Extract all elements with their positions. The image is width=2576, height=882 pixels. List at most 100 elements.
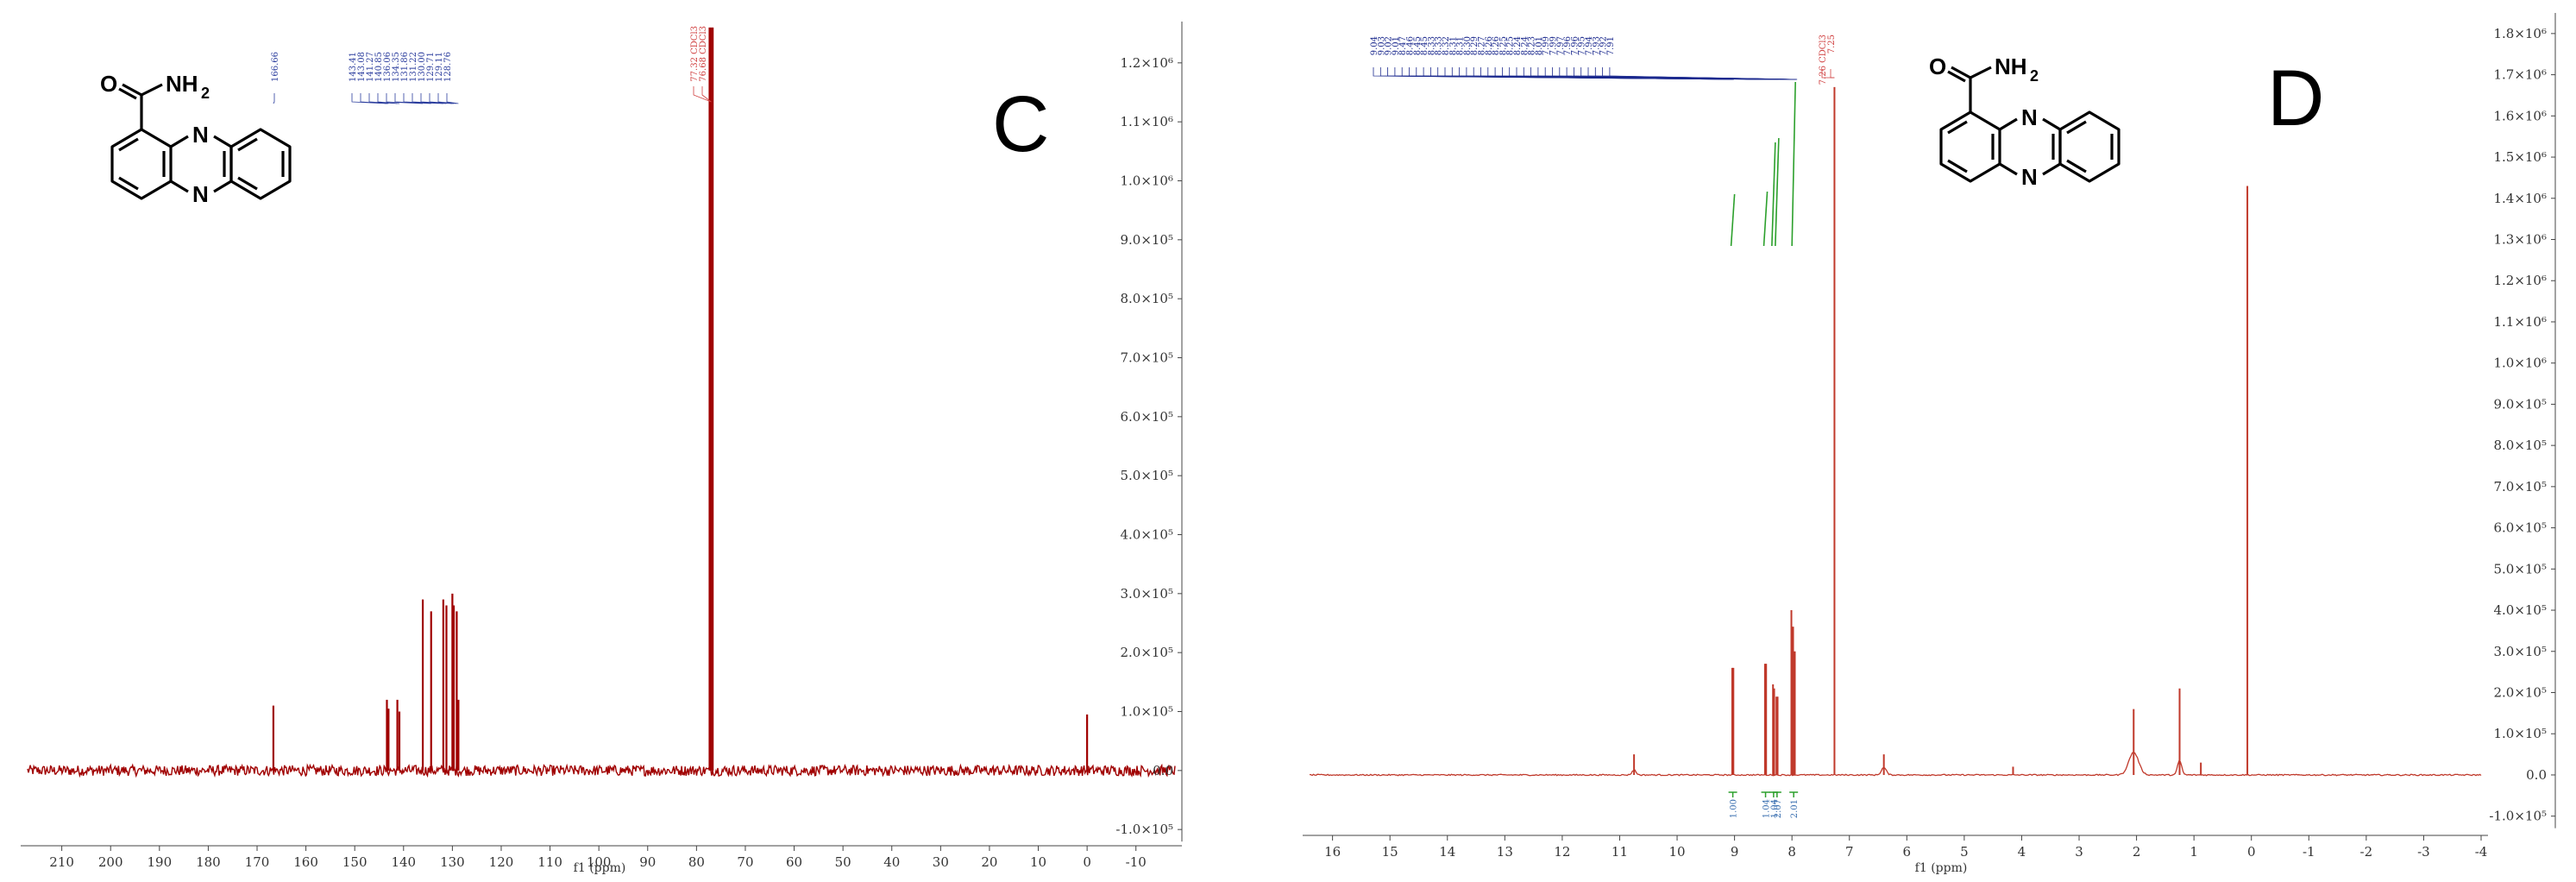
atom-nh-sub: 2 (2030, 67, 2039, 85)
integral-bracket (1772, 791, 1781, 797)
x-tick-label: 190 (147, 854, 172, 870)
peak-label-connector (412, 93, 447, 104)
spectrum-baseline-trace (1309, 752, 2482, 777)
peak-label: 8.30 (1463, 36, 1473, 55)
x-tick-label: 150 (342, 854, 368, 870)
peak-label: 8.31 (1448, 36, 1458, 55)
x-tick-label: 9 (1731, 844, 1739, 860)
x-tick-label: 140 (391, 854, 416, 870)
y-tick-label: 1.2×10⁶ (1120, 55, 1173, 71)
integral-curve (1730, 193, 1736, 247)
x-tick-label: 80 (688, 854, 705, 870)
x-tick-label: 1 (2190, 844, 2198, 860)
peak-label: 8.45 (1420, 36, 1429, 55)
peak-label: 7.93 (1592, 36, 1601, 55)
integral-curve (1775, 137, 1780, 247)
x-tick-label: 90 (639, 854, 656, 870)
peak-label: 8.29 (1470, 36, 1480, 55)
y-tick-label: 1.3×10⁶ (2493, 232, 2547, 248)
peak-label: 128.76 (443, 52, 453, 82)
peak-label: 7.95 (1578, 36, 1587, 55)
peak-label: 7.25 (1827, 35, 1837, 54)
x-tick-label: 60 (786, 854, 802, 870)
y-tick-label: 9.0×10⁵ (2493, 396, 2547, 412)
x-tick-label: 10 (1030, 854, 1046, 870)
x-tick-label: -4 (2475, 844, 2488, 860)
atom-o: O (100, 71, 117, 97)
x-tick-label: 110 (537, 854, 562, 870)
x-tick-label: 210 (49, 854, 74, 870)
peak-label: 7.96 (1563, 36, 1573, 55)
peak-label: 77.32 CDCl3 (690, 26, 700, 82)
peak-label: 140.85 (374, 52, 384, 82)
h1-spectrum-trace (1309, 752, 2482, 777)
h1-y-axis: -1.0×10⁵ 0.0 1.0×10⁵ 2.0×10⁵ 3.0×10⁵ 4.0×10⁵ 5… (2489, 13, 2556, 828)
h1-peak-labels: 9.049.039.029.018.478.468.458.458.338.33… (1370, 35, 1837, 85)
peak-label: 8.25 (1498, 36, 1508, 55)
peak-label: 7.94 (1585, 36, 1594, 55)
integral-value: 1.00 (1730, 799, 1739, 818)
peak-label-connector (693, 86, 712, 103)
peak-label: 76.68 CDCl3 (699, 26, 708, 82)
h1-integrals: 1.00 1.041.042.07 2.01 (1728, 81, 1800, 818)
peak-label: 7.26 CDCl3 (1819, 35, 1828, 85)
x-tick-label: 12 (1554, 844, 1570, 860)
peak-label: 9.02 (1385, 36, 1394, 55)
x-tick-label: 200 (98, 854, 123, 870)
x-tick-label: -1 (2303, 844, 2315, 860)
x-tick-label: 5 (1960, 844, 1969, 860)
c13-x-axis-label: f1 (ppm) (574, 861, 626, 875)
x-tick-label: 3 (2075, 844, 2083, 860)
x-tick-label: 20 (981, 854, 997, 870)
integral-bracket (1728, 791, 1737, 797)
y-tick-label: 1.0×10⁵ (1120, 704, 1173, 720)
x-tick-label: 8 (1787, 844, 1796, 860)
x-tick-label: -3 (2417, 844, 2430, 860)
y-tick-label: 8.0×10⁵ (2493, 438, 2547, 453)
panel-label-d: D (2267, 54, 2324, 142)
y-tick-label: 1.0×10⁶ (1120, 173, 1173, 189)
c13-y-axis: -1.0×10⁵ 0.0 1.0×10⁵ 2.0×10⁵ 3.0×10⁵ 4.0×10⁵ 5… (1115, 22, 1183, 842)
atom-nh: NH (1995, 54, 2027, 79)
peak-label-connector (429, 93, 455, 104)
y-tick-label: 1.4×10⁶ (2493, 191, 2547, 206)
peak-label: 7.91 (1606, 36, 1616, 55)
peak-label-connector (377, 93, 400, 104)
molecule-structure-d: O NH 2 N N (1929, 54, 2120, 190)
c13-peak-labels: 166.66 143.41 143.08 141.27 140.85 136.06 134.… (271, 26, 712, 104)
x-tick-label: 160 (293, 854, 318, 870)
peak-label: 134.35 (392, 52, 401, 82)
x-tick-label: 16 (1324, 844, 1341, 860)
atom-n-top: N (192, 122, 209, 148)
y-tick-label: 1.2×10⁶ (2493, 273, 2547, 288)
x-tick-label: 11 (1612, 844, 1628, 860)
x-tick-label: 0 (2247, 844, 2256, 860)
peak-label: 129.11 (435, 52, 444, 82)
y-tick-label: 6.0×10⁵ (2493, 520, 2547, 536)
peak-label: 7.97 (1556, 36, 1566, 55)
peak-label-connector (446, 93, 459, 104)
peak-label: 8.26 (1485, 36, 1494, 55)
y-tick-label: 7.0×10⁵ (2493, 479, 2547, 495)
peak-label: 8.24 (1513, 36, 1523, 55)
peak-label-connector (386, 93, 424, 104)
h1-x-axis-label: f1 (ppm) (1915, 861, 1968, 875)
peak-label: 131.86 (400, 52, 410, 82)
h1-x-axis: 16 15 14 13 12 11 10 9 8 7 6 5 4 3 2 1 0 -1 -2 -3 -4 (1303, 835, 2488, 860)
atom-nh-sub: 2 (201, 85, 210, 102)
y-tick-label: 0.0 (2526, 767, 2547, 783)
integral-bracket (1761, 791, 1770, 797)
x-tick-label: -2 (2360, 844, 2373, 860)
x-tick-label: 130 (440, 854, 465, 870)
peak-label-connector (1830, 69, 1835, 79)
y-tick-label: -1.0×10⁵ (2489, 809, 2547, 824)
y-tick-label: 1.6×10⁶ (2493, 108, 2547, 123)
peak-label: 143.41 (349, 52, 358, 82)
y-tick-label: 1.1×10⁶ (1120, 114, 1173, 129)
y-tick-label: 1.8×10⁶ (2493, 26, 2547, 41)
peak-label: 8.01 (1535, 36, 1544, 55)
peak-label: 166.66 (271, 52, 280, 82)
peak-label: 9.04 (1370, 36, 1379, 55)
peak-label: 7.96 (1570, 36, 1580, 55)
y-tick-label: 6.0×10⁵ (1120, 409, 1173, 425)
